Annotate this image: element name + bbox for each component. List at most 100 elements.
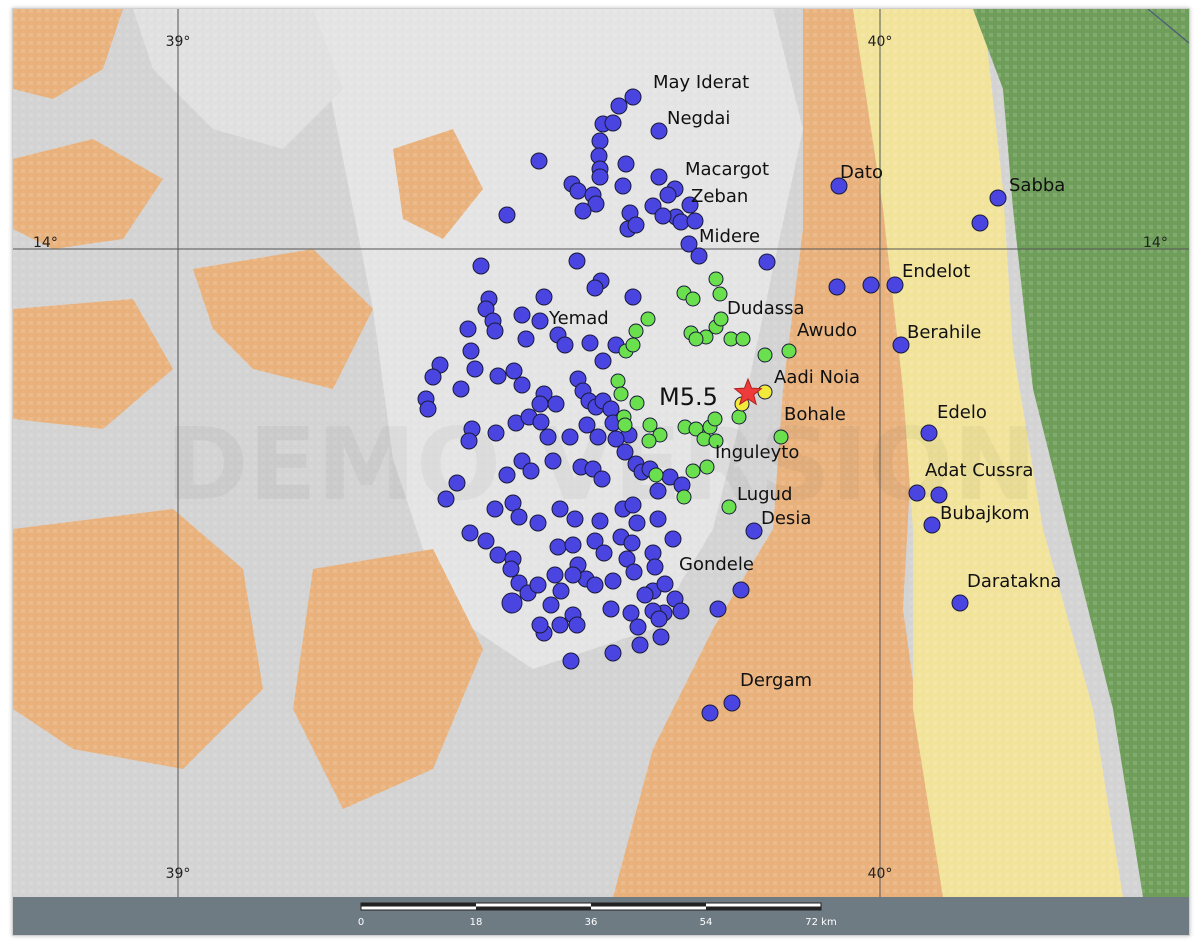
- station-marker[interactable]: [489, 546, 507, 564]
- station-marker[interactable]: [649, 482, 667, 500]
- station-marker[interactable]: [535, 288, 553, 306]
- station-marker[interactable]: [686, 212, 704, 230]
- station-marker[interactable]: [610, 373, 626, 389]
- station-marker[interactable]: [424, 368, 442, 386]
- station-marker[interactable]: [654, 207, 672, 225]
- station-marker[interactable]: [757, 347, 773, 363]
- station-marker[interactable]: [650, 610, 668, 628]
- station-marker[interactable]: [551, 616, 569, 634]
- station-marker[interactable]: [650, 122, 668, 140]
- station-marker[interactable]: [513, 376, 531, 394]
- station-marker[interactable]: [452, 380, 470, 398]
- station-marker[interactable]: [721, 499, 737, 515]
- station-marker[interactable]: [629, 618, 647, 636]
- station-marker[interactable]: [920, 424, 938, 442]
- station-marker[interactable]: [641, 433, 657, 449]
- station-marker[interactable]: [477, 532, 495, 550]
- station-marker[interactable]: [531, 395, 549, 413]
- station-marker[interactable]: [578, 416, 596, 434]
- station-marker[interactable]: [587, 195, 605, 213]
- station-marker[interactable]: [690, 247, 708, 265]
- station-marker[interactable]: [486, 322, 504, 340]
- station-marker[interactable]: [930, 486, 948, 504]
- station-marker[interactable]: [489, 367, 507, 385]
- station-marker[interactable]: [574, 202, 592, 220]
- station-marker[interactable]: [617, 155, 635, 173]
- station-marker[interactable]: [646, 558, 664, 576]
- station-marker[interactable]: [625, 337, 641, 353]
- station-marker[interactable]: [586, 532, 604, 550]
- station-marker[interactable]: [640, 311, 656, 327]
- station-marker[interactable]: [828, 278, 846, 296]
- station-marker[interactable]: [644, 544, 662, 562]
- station-marker[interactable]: [466, 360, 484, 378]
- station-marker[interactable]: [681, 196, 699, 214]
- station-markers[interactable]: [417, 88, 1007, 722]
- station-marker[interactable]: [624, 288, 642, 306]
- epicenter-star-icon[interactable]: [733, 377, 763, 406]
- station-marker[interactable]: [419, 400, 437, 418]
- station-marker[interactable]: [564, 566, 582, 584]
- station-marker[interactable]: [629, 395, 645, 411]
- station-marker[interactable]: [487, 424, 505, 442]
- station-marker[interactable]: [459, 320, 477, 338]
- station-marker[interactable]: [971, 214, 989, 232]
- station-marker[interactable]: [460, 432, 478, 450]
- station-marker[interactable]: [462, 342, 480, 360]
- station-marker[interactable]: [505, 362, 523, 380]
- station-marker[interactable]: [989, 189, 1007, 207]
- station-marker[interactable]: [631, 636, 649, 654]
- station-marker[interactable]: [510, 508, 528, 526]
- station-marker[interactable]: [586, 576, 604, 594]
- station-marker[interactable]: [569, 182, 587, 200]
- station-marker[interactable]: [486, 500, 504, 518]
- station-marker[interactable]: [708, 433, 724, 449]
- station-marker[interactable]: [650, 168, 668, 186]
- station-marker[interactable]: [566, 510, 584, 528]
- station-marker[interactable]: [448, 474, 466, 492]
- station-marker[interactable]: [680, 235, 698, 253]
- station-marker[interactable]: [591, 512, 609, 530]
- station-marker[interactable]: [624, 88, 642, 106]
- station-marker[interactable]: [649, 510, 667, 528]
- station-marker[interactable]: [539, 428, 557, 446]
- station-marker[interactable]: [624, 496, 642, 514]
- station-marker[interactable]: [758, 253, 776, 271]
- station-marker[interactable]: [648, 467, 664, 483]
- station-marker[interactable]: [610, 97, 628, 115]
- station-marker[interactable]: [602, 400, 620, 418]
- station-marker[interactable]: [589, 428, 607, 446]
- station-marker[interactable]: [604, 572, 622, 590]
- station-marker[interactable]: [595, 544, 613, 562]
- station-marker[interactable]: [530, 152, 548, 170]
- station-marker[interactable]: [628, 323, 644, 339]
- station-marker[interactable]: [664, 530, 682, 548]
- station-marker[interactable]: [551, 500, 569, 518]
- station-marker[interactable]: [908, 484, 926, 502]
- station-marker[interactable]: [549, 538, 567, 556]
- station-marker[interactable]: [594, 352, 612, 370]
- station-marker[interactable]: [625, 563, 643, 581]
- station-marker[interactable]: [773, 429, 789, 445]
- station-marker[interactable]: [656, 575, 674, 593]
- station-marker[interactable]: [652, 628, 670, 646]
- station-marker[interactable]: [688, 331, 704, 347]
- station-marker[interactable]: [437, 490, 455, 508]
- station-marker[interactable]: [672, 602, 690, 620]
- station-marker[interactable]: [732, 581, 750, 599]
- station-marker[interactable]: [591, 168, 609, 186]
- station-marker[interactable]: [892, 336, 910, 354]
- station-marker[interactable]: [712, 286, 728, 302]
- station-marker[interactable]: [886, 276, 904, 294]
- station-marker[interactable]: [602, 600, 620, 618]
- station-marker[interactable]: [591, 132, 609, 150]
- station-marker[interactable]: [623, 534, 641, 552]
- station-marker[interactable]: [735, 331, 751, 347]
- station-marker[interactable]: [757, 384, 773, 400]
- station-marker[interactable]: [472, 257, 490, 275]
- station-marker[interactable]: [618, 550, 636, 568]
- station-marker[interactable]: [701, 704, 719, 722]
- station-marker[interactable]: [513, 306, 531, 324]
- station-marker[interactable]: [546, 566, 564, 584]
- station-marker[interactable]: [522, 462, 540, 480]
